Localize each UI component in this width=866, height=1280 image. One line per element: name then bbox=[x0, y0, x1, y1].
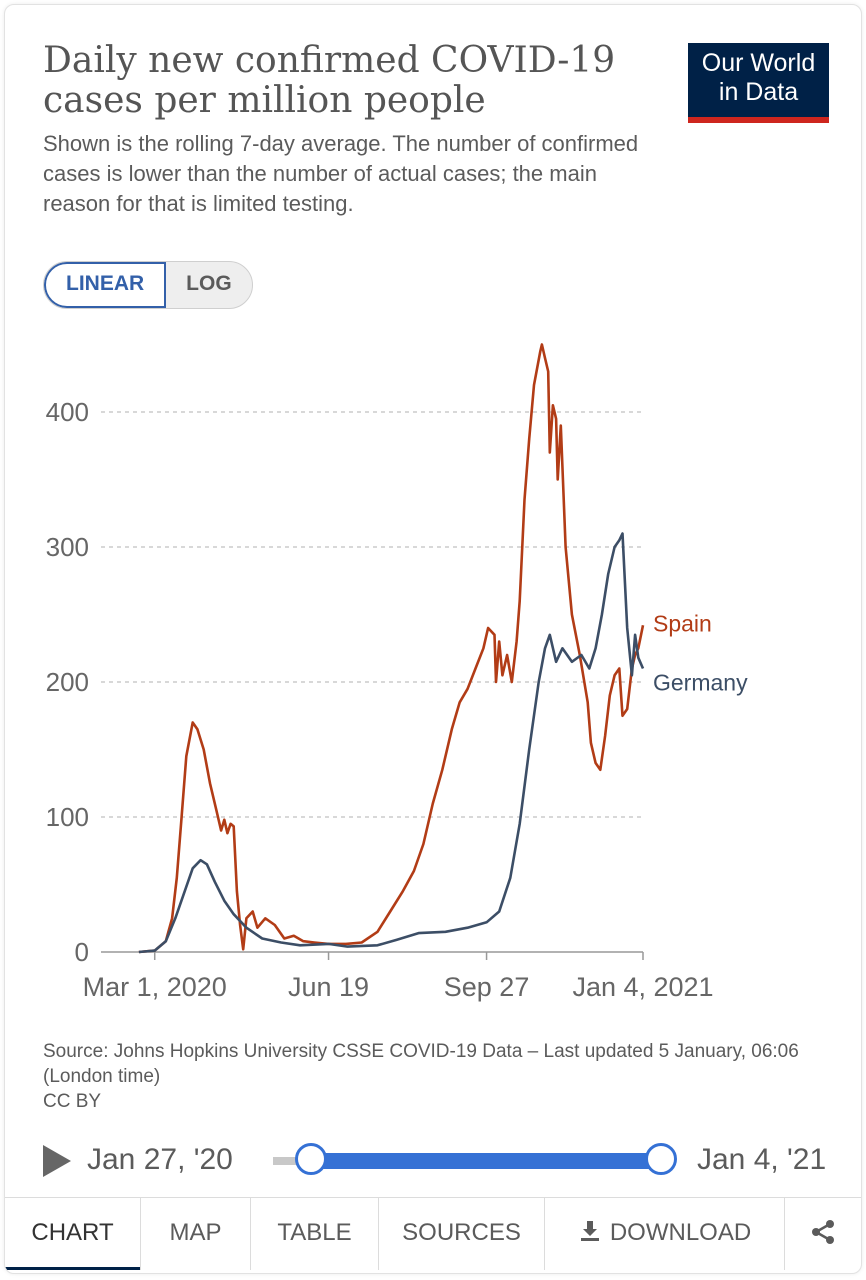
y-tick-label: 200 bbox=[46, 667, 89, 697]
timeline-selected-range[interactable] bbox=[312, 1153, 662, 1169]
play-icon[interactable] bbox=[43, 1145, 71, 1177]
linear-scale-button[interactable]: LINEAR bbox=[44, 262, 167, 308]
x-tick-label: Jan 4, 2021 bbox=[572, 972, 713, 1002]
x-tick-label: Sep 27 bbox=[444, 972, 530, 1002]
series-label-germany: Germany bbox=[653, 670, 748, 696]
y-tick-label: 100 bbox=[46, 802, 89, 832]
tab-chart[interactable]: CHART bbox=[5, 1198, 140, 1270]
y-tick-label: 400 bbox=[46, 397, 89, 427]
tab-bar: CHART MAP TABLE SOURCES DOWNLOAD bbox=[5, 1197, 861, 1270]
download-icon bbox=[580, 1221, 599, 1241]
chart-card: Daily new confirmed COVID-19 cases per m… bbox=[4, 4, 862, 1274]
tab-download[interactable]: DOWNLOAD bbox=[544, 1198, 784, 1270]
tab-table[interactable]: TABLE bbox=[250, 1198, 378, 1270]
series-line-germany bbox=[138, 532, 645, 954]
share-icon bbox=[812, 1220, 834, 1244]
line-chart: 0 100 200 300 400 Mar 1, 2020 Jun 19 Sep 27 Jan … bbox=[46, 343, 748, 1002]
x-tick-label: Jun 19 bbox=[288, 972, 369, 1002]
timeline-start-label: Jan 27, '20 bbox=[87, 1143, 233, 1176]
y-tick-label: 300 bbox=[46, 532, 89, 562]
timeline-end-handle[interactable] bbox=[645, 1143, 677, 1175]
series-line-spain bbox=[138, 343, 645, 954]
tab-map[interactable]: MAP bbox=[140, 1198, 250, 1270]
y-tick-label: 0 bbox=[75, 937, 89, 967]
source-text: Source: Johns Hopkins University CSSE CO… bbox=[43, 1041, 799, 1087]
chart-subtitle: Shown is the rolling 7-day average. The … bbox=[43, 131, 639, 216]
license-link[interactable]: CC BY bbox=[43, 1091, 102, 1112]
logo-line-2: in Data bbox=[718, 78, 799, 106]
tab-sources[interactable]: SOURCES bbox=[378, 1198, 544, 1270]
scale-toggle: LINEAR LOG bbox=[43, 261, 253, 309]
log-scale-button[interactable]: LOG bbox=[186, 272, 232, 295]
x-tick-label: Mar 1, 2020 bbox=[83, 972, 227, 1002]
owid-logo[interactable]: Our World in Data bbox=[688, 43, 829, 123]
download-label: DOWNLOAD bbox=[609, 1219, 752, 1246]
share-button[interactable] bbox=[784, 1198, 861, 1270]
timeline-end-label: Jan 4, '21 bbox=[697, 1143, 827, 1176]
chart-title: Daily new confirmed COVID-19 cases per m… bbox=[43, 40, 616, 121]
series-label-spain: Spain bbox=[653, 610, 712, 636]
source-note: Source: Johns Hopkins University CSSE CO… bbox=[43, 1039, 803, 1114]
timeline: Jan 27, '20 Jan 4, '21 bbox=[5, 1135, 861, 1187]
logo-line-1: Our World bbox=[701, 49, 816, 77]
timeline-start-handle[interactable] bbox=[295, 1143, 327, 1175]
